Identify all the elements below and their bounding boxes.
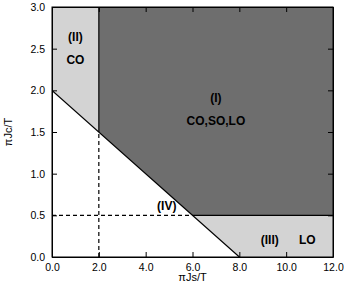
tick bbox=[99, 7, 100, 12]
tick-label: 0.0 bbox=[30, 251, 45, 263]
tick-label: 1.5 bbox=[30, 126, 45, 138]
tick-label: 4.0 bbox=[139, 261, 154, 273]
tick-mark bbox=[239, 252, 240, 257]
tick-mark bbox=[286, 7, 287, 12]
annotation: (IV) bbox=[157, 199, 176, 213]
tick: 8.0 bbox=[233, 252, 248, 273]
tick-mark bbox=[193, 7, 194, 12]
tick bbox=[328, 174, 333, 175]
region bbox=[99, 7, 333, 215]
y-axis-title: πJc/T bbox=[2, 118, 14, 147]
frame bbox=[52, 7, 333, 257]
annotation: CO,SO,LO bbox=[187, 114, 246, 128]
annotation: LO bbox=[299, 233, 316, 247]
tick-label: 0.0 bbox=[45, 261, 60, 273]
annotation: (III) bbox=[261, 233, 279, 247]
tick-label: 0.5 bbox=[30, 209, 45, 221]
dashed-boundary bbox=[98, 132, 99, 257]
annotation: CO bbox=[66, 53, 84, 67]
tick bbox=[328, 90, 333, 91]
tick-mark bbox=[99, 7, 100, 12]
tick bbox=[193, 7, 194, 12]
tick-mark bbox=[146, 252, 147, 257]
tick bbox=[328, 132, 333, 133]
tick bbox=[239, 7, 240, 12]
annotation: (I) bbox=[210, 91, 221, 105]
tick-label: 2.0 bbox=[30, 84, 45, 96]
tick: 2.0 bbox=[30, 84, 57, 96]
tick-mark bbox=[239, 7, 240, 12]
region bbox=[52, 7, 99, 132]
boundary bbox=[193, 215, 334, 216]
tick-mark bbox=[328, 49, 333, 50]
tick-mark bbox=[328, 174, 333, 175]
region bbox=[193, 215, 334, 257]
tick: 10.0 bbox=[276, 252, 297, 273]
tick-mark bbox=[52, 215, 57, 216]
tick: 0.5 bbox=[30, 209, 57, 221]
tick-label: 2.5 bbox=[30, 43, 45, 55]
tick-mark bbox=[328, 90, 333, 91]
tick-mark bbox=[99, 252, 100, 257]
tick-mark bbox=[193, 252, 194, 257]
tick-label: 12.0 bbox=[323, 261, 344, 273]
tick bbox=[146, 7, 147, 12]
marks bbox=[52, 7, 333, 257]
tick: 1.5 bbox=[30, 126, 57, 138]
tick-label: 1.0 bbox=[30, 168, 45, 180]
tick-mark bbox=[146, 7, 147, 12]
annotation: (II) bbox=[68, 30, 83, 44]
tick bbox=[328, 49, 333, 50]
dashed-boundary bbox=[52, 215, 193, 216]
tick: 4.0 bbox=[139, 252, 154, 273]
tick: 1.0 bbox=[30, 168, 57, 180]
tick-mark bbox=[52, 174, 57, 175]
tick bbox=[328, 215, 333, 216]
tick-mark bbox=[286, 252, 287, 257]
plot: 0.02.04.06.08.010.012.00.00.51.01.52.02.… bbox=[30, 1, 343, 274]
x-axis-top bbox=[53, 7, 334, 12]
tick-mark bbox=[52, 49, 57, 50]
tick-mark bbox=[328, 132, 333, 133]
tick: 2.5 bbox=[30, 43, 57, 55]
boundary bbox=[98, 7, 99, 132]
tick-mark bbox=[328, 215, 333, 216]
tick-label: 3.0 bbox=[30, 1, 45, 13]
x-axis-title: πJs/T bbox=[178, 271, 207, 283]
tick: 2.0 bbox=[92, 252, 107, 273]
tick-mark bbox=[52, 90, 57, 91]
tick-label: 8.0 bbox=[233, 261, 248, 273]
tick-label: 10.0 bbox=[276, 261, 297, 273]
tick-mark bbox=[52, 132, 57, 133]
tick bbox=[286, 7, 287, 12]
y-axis: 0.0 0.5 1.0 1.5 2.0 2.5 3.0 bbox=[30, 1, 57, 263]
tick-label: 2.0 bbox=[92, 261, 107, 273]
chart: 0.02.04.06.08.010.012.00.00.51.01.52.02.… bbox=[0, 0, 344, 283]
